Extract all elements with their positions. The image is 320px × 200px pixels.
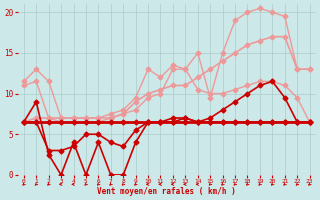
X-axis label: Vent moyen/en rafales ( km/h ): Vent moyen/en rafales ( km/h ) (97, 187, 236, 196)
